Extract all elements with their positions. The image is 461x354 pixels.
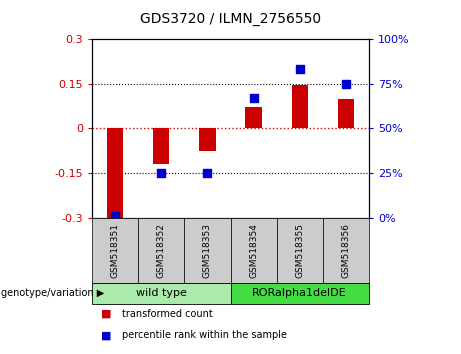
Bar: [153, 129, 170, 164]
Text: GSM518356: GSM518356: [341, 223, 350, 278]
Text: genotype/variation ▶: genotype/variation ▶: [1, 289, 104, 298]
Text: GDS3720 / ILMN_2756550: GDS3720 / ILMN_2756550: [140, 12, 321, 27]
Text: percentile rank within the sample: percentile rank within the sample: [122, 330, 287, 340]
Text: ■: ■: [101, 330, 112, 340]
Text: GSM518354: GSM518354: [249, 223, 258, 278]
Point: [250, 95, 257, 101]
Text: transformed count: transformed count: [122, 309, 213, 319]
Text: GSM518352: GSM518352: [157, 223, 166, 278]
Point: [204, 170, 211, 176]
Point: [112, 213, 119, 219]
Bar: [199, 129, 215, 151]
Text: RORalpha1delDE: RORalpha1delDE: [252, 289, 347, 298]
Point: [342, 81, 349, 86]
Text: GSM518355: GSM518355: [295, 223, 304, 278]
Bar: [337, 98, 354, 129]
Bar: [245, 108, 261, 129]
Text: GSM518353: GSM518353: [203, 223, 212, 278]
Point: [158, 170, 165, 176]
Text: wild type: wild type: [136, 289, 187, 298]
Bar: [107, 129, 124, 218]
Text: ■: ■: [101, 309, 112, 319]
Bar: [291, 85, 308, 129]
Point: [296, 67, 303, 72]
Text: GSM518351: GSM518351: [111, 223, 120, 278]
